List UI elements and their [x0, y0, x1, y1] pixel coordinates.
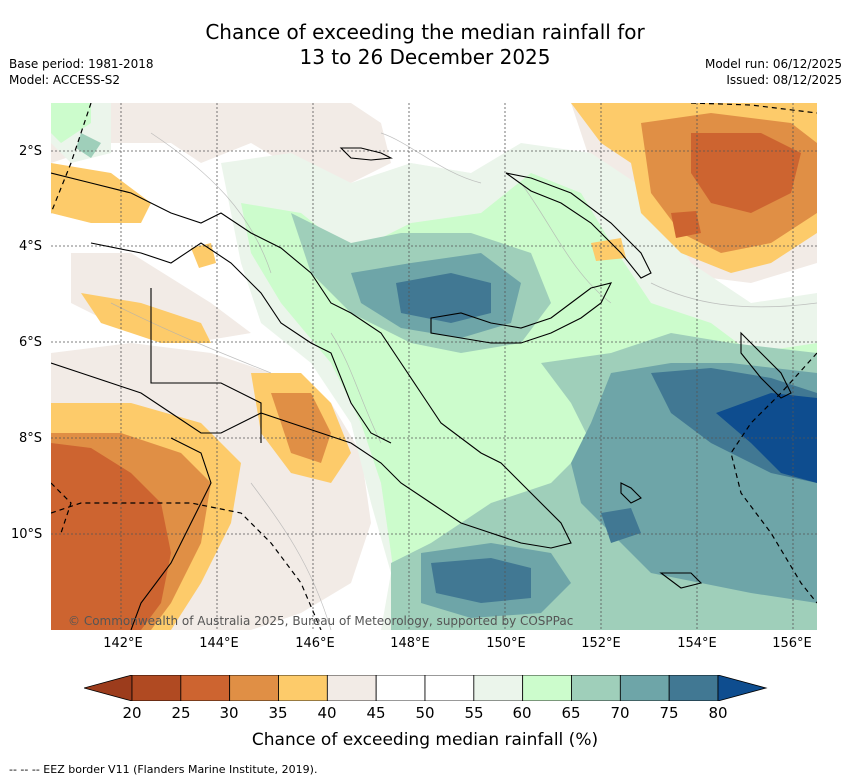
png-border	[150, 288, 262, 443]
cb-tick-80: 80	[708, 704, 728, 722]
colorbar-cell-65-70	[571, 675, 621, 701]
lon-label-146e: 146°E	[295, 636, 335, 651]
new-guinea-coast	[51, 172, 572, 549]
zone-30-35-central-south	[271, 393, 331, 463]
cb-tick-25: 25	[171, 704, 191, 722]
rainfall-map	[51, 103, 817, 630]
colorbar-over-triangle	[717, 675, 768, 701]
colorbar-under-triangle	[84, 675, 133, 701]
contour-lines	[110, 132, 817, 630]
model-run: Model run: 06/12/2025	[704, 57, 842, 71]
zone-35-40-dot-2	[591, 238, 626, 261]
lat-label-10s: 10°S	[11, 527, 43, 542]
colorbar-cell-60-65	[522, 675, 572, 701]
cb-tick-60: 60	[512, 704, 532, 722]
colorbar-cell-40-45	[326, 675, 377, 701]
lon-label-154e: 154°E	[677, 636, 717, 651]
colorbar-cell-70-75	[619, 675, 670, 701]
meta-right: Model run: 06/12/2025 Issued: 08/12/2025	[705, 56, 842, 88]
zone-over-80-east	[716, 393, 817, 483]
cb-tick-35: 35	[268, 704, 288, 722]
colorbar	[84, 675, 768, 701]
title-line-1: Chance of exceeding the median rainfall …	[205, 20, 645, 44]
colorbar-cell-25-30	[180, 675, 231, 701]
zone-35-40-west-band	[81, 293, 211, 343]
coastlines	[51, 147, 792, 630]
cb-tick-20: 20	[122, 704, 142, 722]
colorbar-cell-35-40	[278, 675, 328, 701]
lat-label-8s: 8°S	[19, 431, 43, 446]
chart-title: Chance of exceeding the median rainfall …	[0, 20, 850, 70]
lat-label-6s: 6°S	[19, 335, 43, 350]
zone-65-70-north	[76, 133, 101, 158]
lat-label-4s: 4°S	[19, 239, 43, 254]
lon-label-152e: 152°E	[581, 636, 621, 651]
lon-label-156e: 156°E	[772, 636, 812, 651]
colorbar-cell-20-25	[131, 675, 182, 701]
province-boundaries	[90, 242, 392, 444]
cb-tick-65: 65	[561, 704, 581, 722]
cb-tick-50: 50	[415, 704, 435, 722]
colorbar-cell-30-35	[229, 675, 279, 701]
base-period: Base period: 1981-2018	[9, 57, 154, 71]
australia-cape-york	[130, 437, 212, 630]
colorbar-cell-75-80	[668, 675, 719, 701]
island-1	[620, 482, 642, 504]
eez-footnote: -- -- -- EEZ border V11 (Flanders Marine…	[9, 763, 318, 776]
zone-60-65-north	[51, 103, 91, 143]
copyright-notice: © Commonwealth of Australia 2025, Bureau…	[68, 614, 574, 628]
zone-35-40-northwest	[51, 163, 151, 223]
new-ireland-coast	[505, 172, 652, 279]
issued-date: Issued: 08/12/2025	[726, 73, 842, 87]
eez-borders	[51, 103, 817, 630]
cb-tick-45: 45	[366, 704, 386, 722]
lon-label-148e: 148°E	[390, 636, 430, 651]
lon-label-142e: 142°E	[103, 636, 143, 651]
colorbar-cell-45-50	[375, 675, 426, 701]
lon-label-144e: 144°E	[199, 636, 239, 651]
cb-tick-40: 40	[317, 704, 337, 722]
cb-tick-55: 55	[464, 704, 484, 722]
lon-label-150e: 150°E	[486, 636, 526, 651]
manus-coast	[339, 147, 393, 161]
colorbar-cells	[131, 675, 719, 701]
new-britain-coast	[430, 282, 613, 344]
colorbar-cell-55-60	[473, 675, 524, 701]
island-2	[659, 572, 703, 589]
zone-25-30-northeast-spot	[671, 211, 701, 238]
zone-75-80-south	[431, 558, 531, 603]
cb-tick-75: 75	[659, 704, 679, 722]
lat-label-2s: 2°S	[19, 144, 43, 159]
zone-25-30-northeast	[691, 133, 801, 213]
zone-25-30-southwest	[51, 443, 171, 630]
zone-75-80-central	[396, 273, 491, 323]
colorbar-cell-50-55	[424, 675, 475, 701]
meta-left: Base period: 1981-2018 Model: ACCESS-S2	[9, 56, 154, 88]
model-name: Model: ACCESS-S2	[9, 73, 121, 87]
cb-tick-30: 30	[219, 704, 239, 722]
bougainville-coast	[740, 331, 792, 399]
cb-tick-70: 70	[610, 704, 630, 722]
colorbar-label: Chance of exceeding median rainfall (%)	[251, 730, 599, 750]
title-line-2: 13 to 26 December 2025	[299, 45, 551, 69]
